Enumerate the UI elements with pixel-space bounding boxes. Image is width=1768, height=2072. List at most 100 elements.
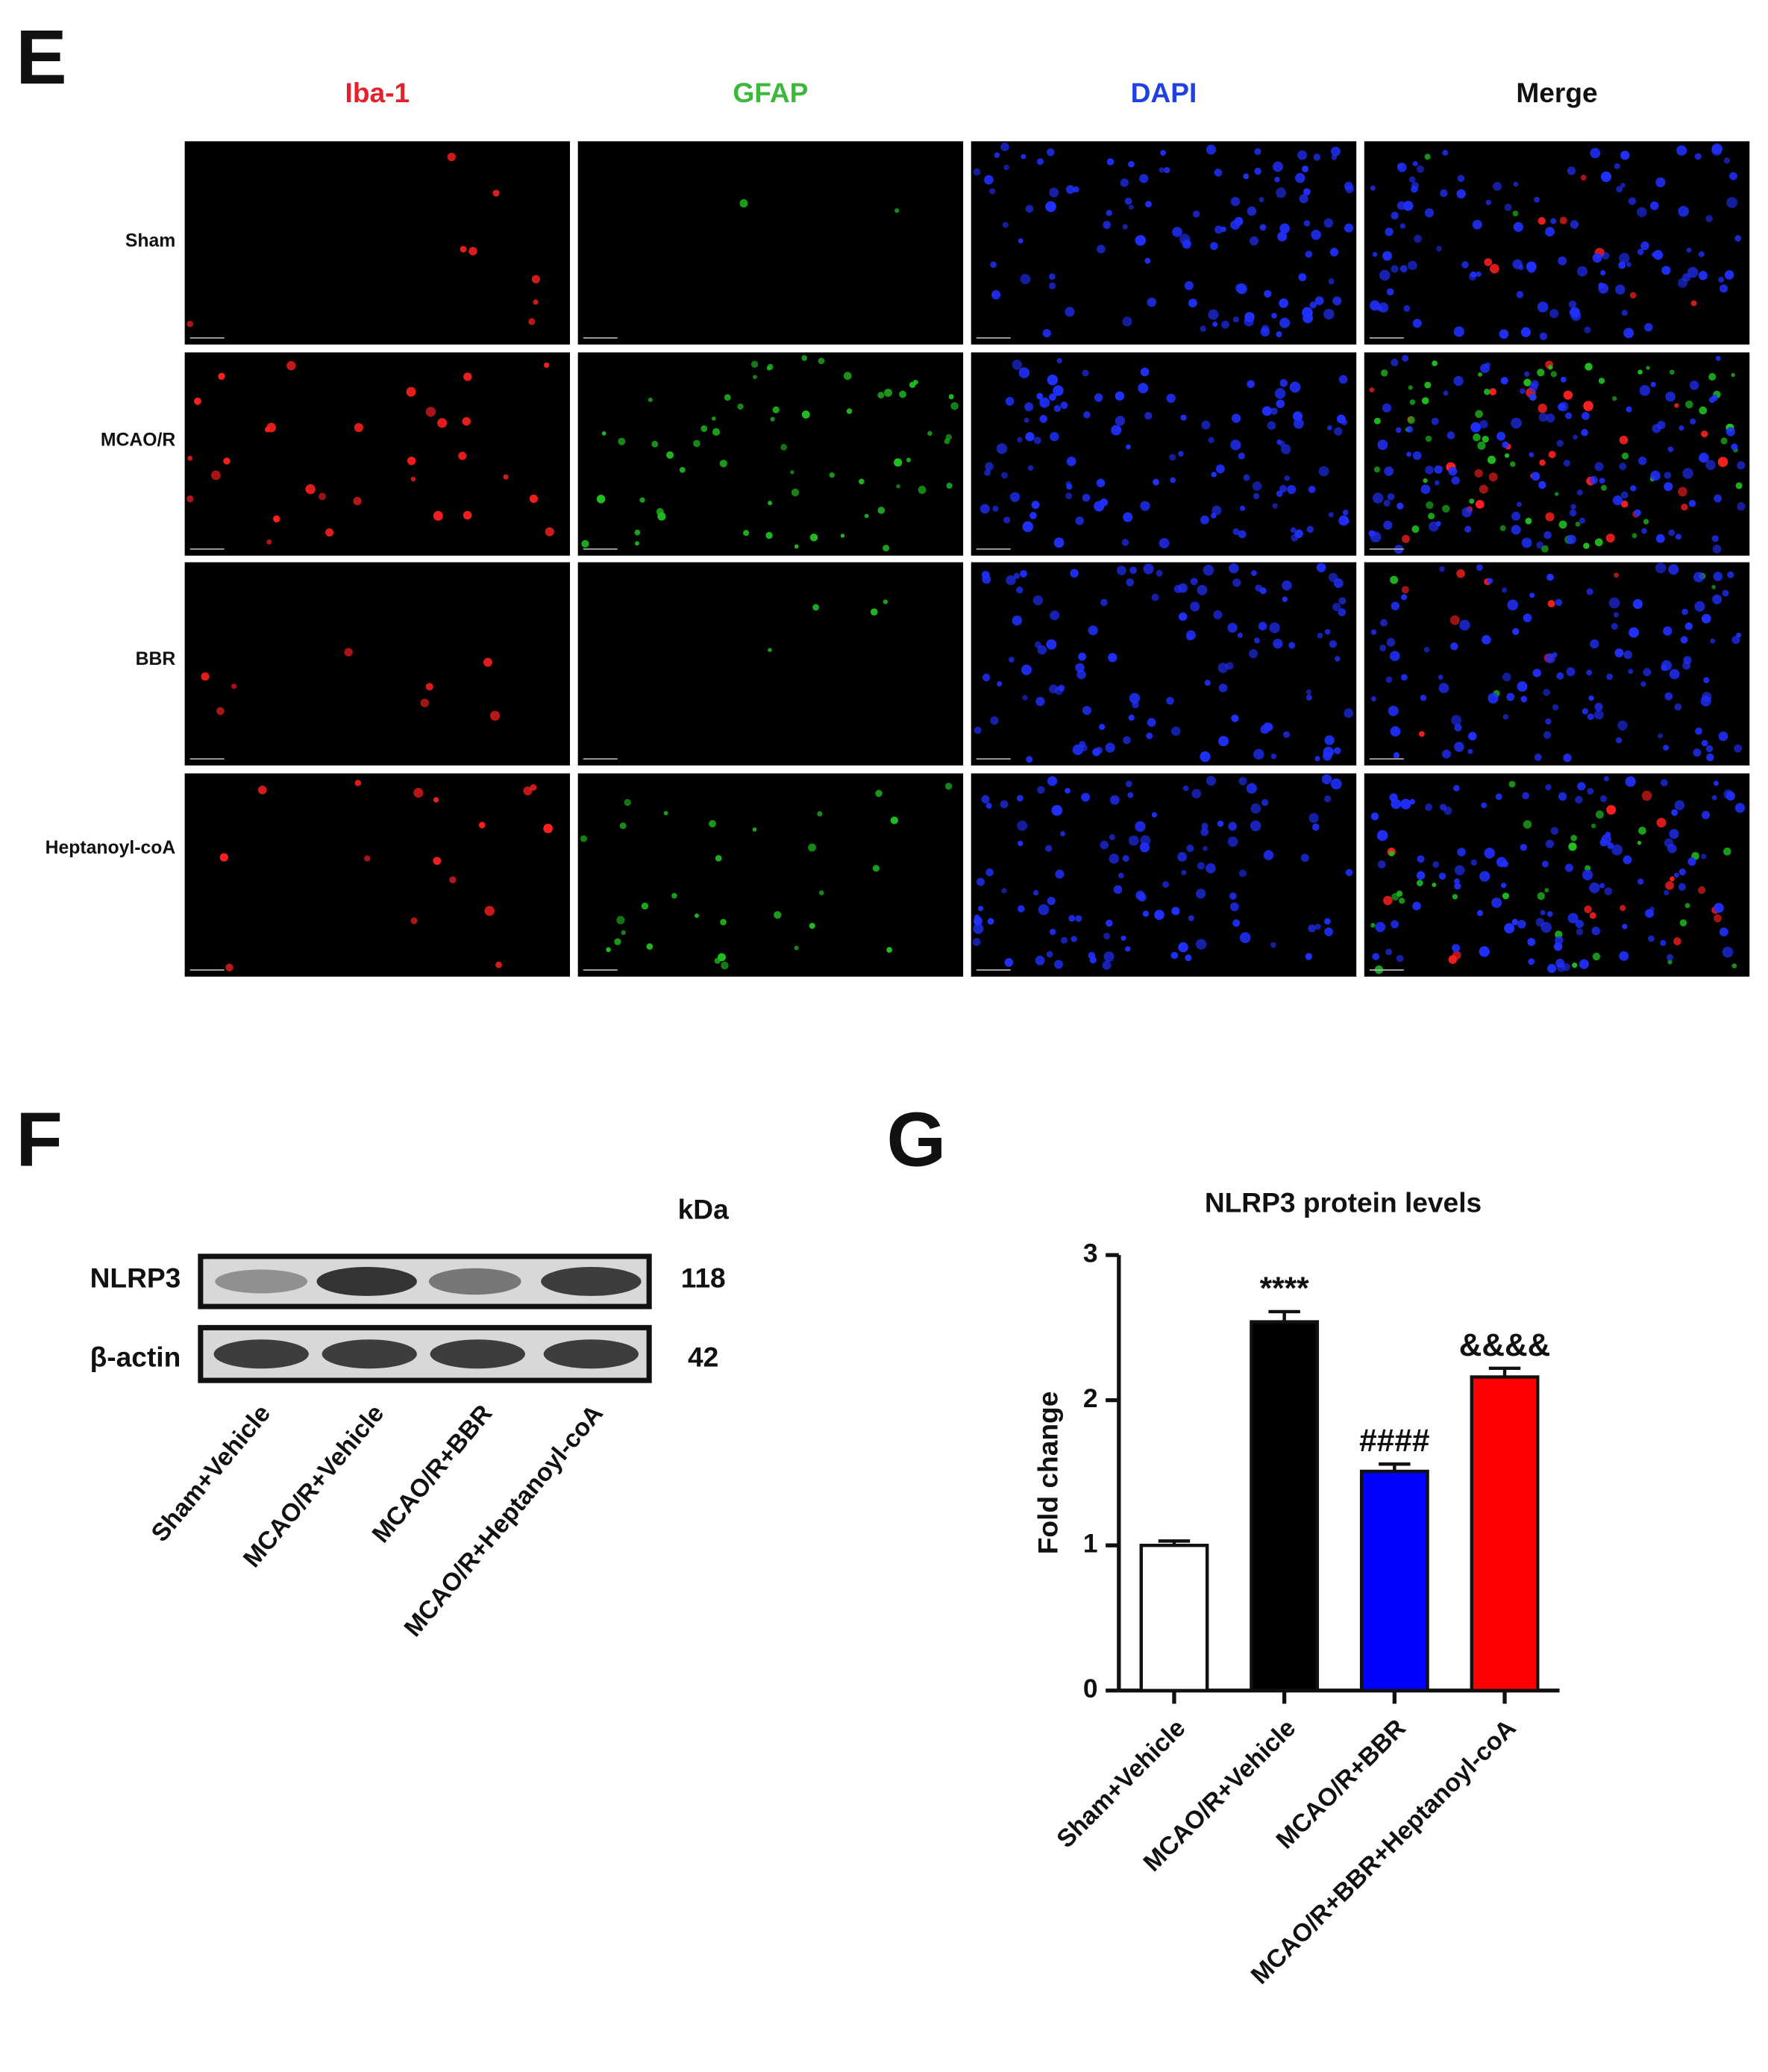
- cell: [1389, 793, 1398, 802]
- cell: [1411, 185, 1418, 193]
- cell: [877, 392, 885, 399]
- cell: [1529, 592, 1535, 598]
- cell: [1594, 538, 1603, 547]
- cell: [1559, 216, 1567, 225]
- cell: [1170, 726, 1181, 736]
- cell: [1425, 803, 1433, 811]
- cell: [1516, 291, 1524, 298]
- cell: [364, 855, 371, 862]
- cell: [1710, 638, 1716, 644]
- cell: [1214, 169, 1223, 177]
- cell: [1032, 889, 1039, 896]
- cell: [984, 469, 991, 476]
- cell: [872, 865, 880, 872]
- cell: [1293, 418, 1304, 429]
- cell: [1305, 689, 1311, 695]
- cell: [1705, 215, 1714, 222]
- cell: [1628, 627, 1639, 638]
- significance-label: ####: [1359, 1423, 1429, 1458]
- cell: [1461, 261, 1469, 269]
- cell: [1270, 407, 1278, 415]
- cell: [1720, 437, 1728, 445]
- cell: [1221, 320, 1229, 329]
- cell: [1036, 392, 1044, 400]
- cell: [1208, 436, 1214, 443]
- cell: [1475, 500, 1485, 509]
- cell: [1545, 227, 1555, 237]
- cell: [1643, 668, 1652, 677]
- panel-letter: G: [887, 1096, 947, 1182]
- cell: [1301, 165, 1309, 172]
- cell: [1143, 563, 1154, 575]
- cell: [1326, 425, 1332, 431]
- cell: [1253, 492, 1260, 499]
- cell: [1734, 744, 1743, 753]
- cell: [1432, 861, 1440, 868]
- cell: [982, 673, 991, 682]
- cell: [1547, 365, 1553, 370]
- cell: [1153, 478, 1160, 486]
- cell: [433, 510, 443, 521]
- cell: [1537, 892, 1546, 901]
- cell: [671, 892, 677, 899]
- cell: [1046, 639, 1057, 650]
- cell: [231, 683, 237, 689]
- cell: [1018, 367, 1030, 378]
- cell: [1391, 358, 1399, 366]
- cell: [1546, 413, 1555, 423]
- cell: [1181, 870, 1187, 875]
- cell: [1344, 708, 1354, 719]
- cell: [1511, 918, 1519, 926]
- cell: [1214, 225, 1223, 234]
- cell: [1370, 531, 1382, 542]
- cell: [1227, 622, 1238, 633]
- cell: [344, 648, 353, 657]
- cell: [1664, 889, 1670, 896]
- cell: [1548, 451, 1556, 459]
- cell: [1504, 203, 1512, 211]
- cell: [543, 824, 553, 833]
- micrograph: [971, 773, 1357, 977]
- cell: [1022, 695, 1028, 701]
- cell: [1060, 936, 1068, 944]
- cell: [1412, 901, 1421, 911]
- micrograph: [971, 562, 1357, 766]
- cell: [1567, 534, 1576, 545]
- cell: [1683, 656, 1692, 665]
- protein-label: β-actin: [90, 1342, 181, 1373]
- cell: [1504, 923, 1515, 934]
- cell: [1055, 869, 1065, 879]
- cell: [1171, 907, 1180, 916]
- cell: [864, 513, 869, 519]
- cell: [1536, 541, 1543, 549]
- cell: [1324, 629, 1331, 635]
- channel-label: Merge: [1516, 77, 1597, 108]
- row-label: MCAO/R: [101, 430, 175, 450]
- cell: [1250, 820, 1261, 832]
- cell: [1032, 595, 1044, 606]
- cell: [829, 472, 835, 478]
- cell: [1170, 477, 1176, 483]
- cell: [1373, 466, 1381, 473]
- cell: [1456, 569, 1465, 578]
- cell: [413, 787, 424, 798]
- cell: [581, 539, 589, 548]
- cell: [1382, 403, 1392, 413]
- cell: [1129, 692, 1141, 704]
- cell: [1604, 887, 1613, 895]
- cell: [1690, 418, 1696, 425]
- cell: [1402, 201, 1414, 211]
- cell: [1481, 802, 1488, 809]
- cell: [1031, 501, 1040, 510]
- cell: [425, 683, 433, 691]
- cell: [1254, 637, 1260, 644]
- cell: [1664, 838, 1674, 848]
- cell: [1637, 207, 1647, 218]
- cell: [890, 816, 898, 824]
- cell: [1332, 602, 1341, 612]
- cell: [1628, 197, 1637, 205]
- cell: [1380, 369, 1388, 377]
- cell: [818, 357, 825, 365]
- cell: [1109, 853, 1120, 864]
- cell: [1664, 472, 1672, 479]
